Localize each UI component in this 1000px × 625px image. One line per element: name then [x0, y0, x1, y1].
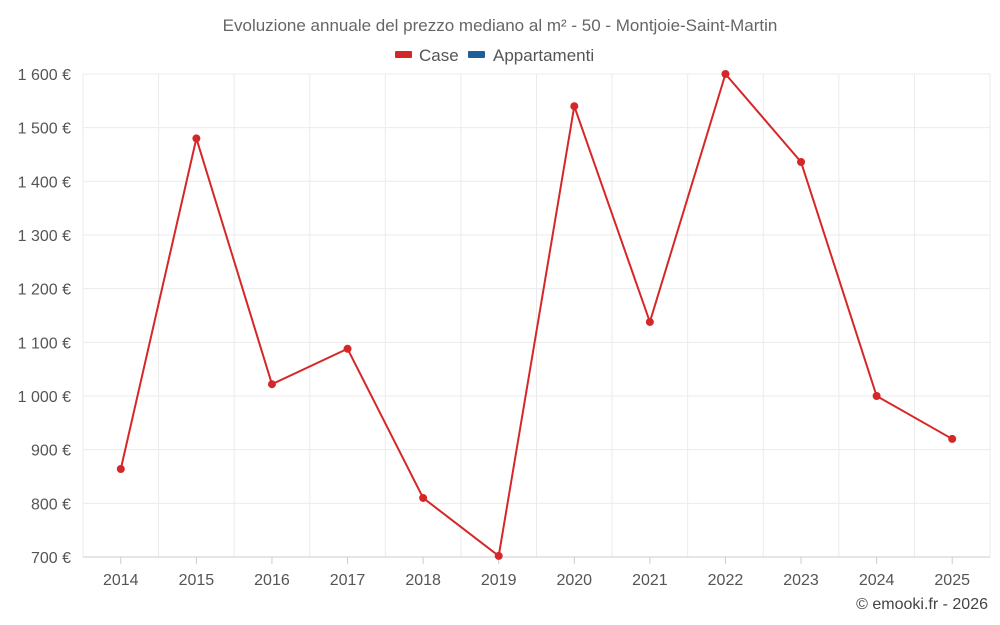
data-point[interactable]	[645, 317, 654, 326]
series-line	[119, 73, 953, 557]
legend-label-case: Case	[419, 46, 459, 65]
x-tick-label: 2024	[859, 572, 895, 589]
series-case	[116, 70, 957, 560]
data-point[interactable]	[570, 102, 579, 111]
y-axis: 700 € 800 € 900 € 1 000 € 1 100 € 1 200 € 1 30…	[18, 67, 71, 567]
data-point[interactable]	[872, 392, 881, 400]
grid	[82, 73, 991, 558]
chart-title: Evoluzione annuale del prezzo mediano al…	[223, 16, 778, 35]
x-tick-label: 2021	[632, 572, 668, 589]
x-tick-label: 2017	[330, 572, 366, 589]
data-point[interactable]	[116, 464, 125, 473]
data-point[interactable]	[721, 70, 730, 78]
y-tick-label: 1 000 €	[18, 389, 71, 406]
x-tick-label: 2018	[405, 572, 441, 589]
data-point[interactable]	[343, 344, 352, 353]
data-point[interactable]	[494, 551, 503, 560]
x-tick-label: 2020	[556, 572, 592, 589]
x-tick-label: 2014	[103, 572, 139, 589]
credit-text: © emooki.fr - 2026	[856, 596, 988, 613]
legend-item-appartamenti[interactable]: Appartamenti	[468, 46, 594, 65]
x-tick-label: 2025	[934, 572, 970, 589]
y-tick-label: 1 400 €	[18, 174, 71, 191]
legend-label-appartamenti: Appartamenti	[493, 46, 594, 65]
y-tick-label: 1 300 €	[18, 228, 71, 245]
y-tick-label: 800 €	[31, 496, 71, 513]
x-tick-label: 2023	[783, 572, 819, 589]
y-tick-label: 1 200 €	[18, 282, 71, 299]
x-tick-label: 2015	[179, 572, 215, 589]
y-tick-label: 1 600 €	[18, 67, 71, 84]
data-point[interactable]	[419, 493, 428, 502]
x-axis: 2014 2015 2016 2017 2018 2019 2020 2021 2022 2023…	[83, 556, 990, 589]
y-tick-label: 700 €	[31, 550, 71, 567]
y-tick-label: 1 100 €	[18, 335, 71, 352]
y-tick-label: 1 500 €	[18, 121, 71, 138]
x-tick-label: 2022	[708, 572, 744, 589]
legend-swatch-case	[395, 51, 412, 58]
x-tick-label: 2016	[254, 572, 290, 589]
legend: Case Appartamenti	[395, 46, 594, 65]
legend-swatch-appartamenti	[468, 51, 485, 58]
data-point[interactable]	[797, 158, 806, 167]
data-point[interactable]	[192, 134, 201, 143]
data-point[interactable]	[267, 380, 276, 389]
x-tick-label: 2019	[481, 572, 517, 589]
legend-item-case[interactable]: Case	[395, 46, 459, 65]
y-tick-label: 900 €	[31, 443, 71, 460]
data-point[interactable]	[948, 434, 957, 443]
